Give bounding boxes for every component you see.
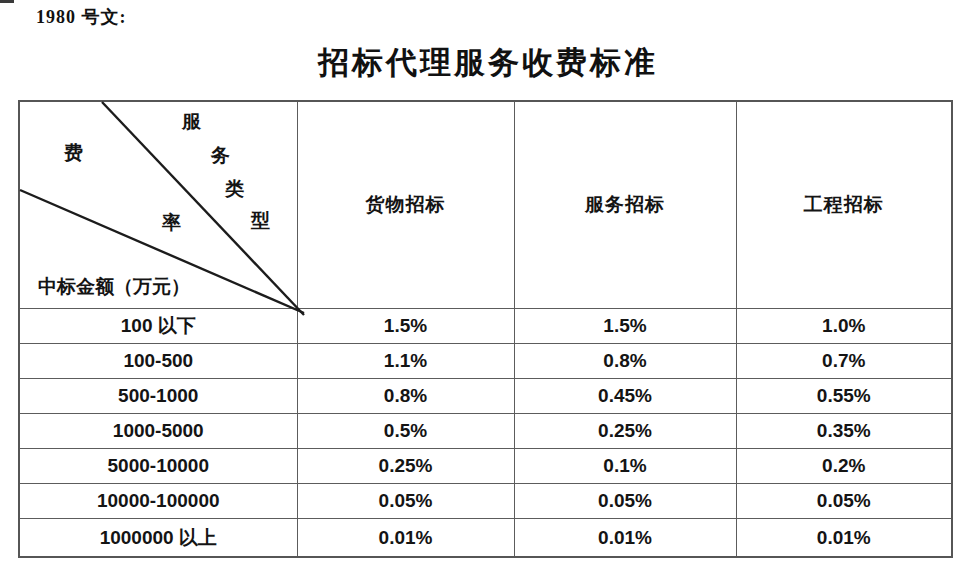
fee-rate-cell: 0.8% <box>297 379 514 414</box>
fee-rate-cell: 1.1% <box>297 344 514 379</box>
table-row: 100-500 1.1% 0.8% 0.7% <box>19 344 952 379</box>
fee-rate-cell: 1.5% <box>514 309 736 344</box>
column-header-works-tender: 工程招标 <box>736 101 952 309</box>
table-row: 1000-5000 0.5% 0.25% 0.35% <box>19 414 952 449</box>
column-header-goods-tender: 货物招标 <box>297 101 514 309</box>
doc-reference: 1980 号文: <box>36 5 127 29</box>
corner-label-service-type-char: 型 <box>251 211 270 230</box>
corner-label-service-type-char: 务 <box>211 146 230 165</box>
table-corner-cell: 服 务 类 型 费 率 中标金额（万元） <box>19 101 297 309</box>
table-row: 100 以下 1.5% 1.5% 1.0% <box>19 309 952 344</box>
fee-rate-cell: 1.5% <box>297 309 514 344</box>
fee-rate-cell: 0.01% <box>736 519 952 558</box>
row-amount-label: 100-500 <box>19 344 297 379</box>
table-row: 10000-100000 0.05% 0.05% 0.05% <box>19 484 952 519</box>
fee-rate-cell: 0.05% <box>297 484 514 519</box>
fee-rate-cell: 0.55% <box>736 379 952 414</box>
fee-rate-cell: 0.7% <box>736 344 952 379</box>
document-page: 1980 号文: 招标代理服务收费标准 服 务 类 型 费 <box>0 0 976 581</box>
fee-rate-cell: 0.01% <box>297 519 514 558</box>
row-amount-label: 5000-10000 <box>19 449 297 484</box>
fee-rate-cell: 0.35% <box>736 414 952 449</box>
corner-label-service-type-char: 类 <box>225 179 244 198</box>
fee-rate-cell: 0.8% <box>514 344 736 379</box>
row-amount-label: 1000-5000 <box>19 414 297 449</box>
corner-label-fee-rate-char: 费 <box>64 143 83 162</box>
corner-label-bid-amount: 中标金额（万元） <box>38 274 190 300</box>
column-header-service-tender: 服务招标 <box>514 101 736 309</box>
fee-rate-cell: 0.2% <box>736 449 952 484</box>
fee-rate-cell: 0.1% <box>514 449 736 484</box>
table-row: 5000-10000 0.25% 0.1% 0.2% <box>19 449 952 484</box>
scan-edge-artifact <box>0 0 14 3</box>
fee-rate-cell: 0.25% <box>297 449 514 484</box>
corner-label-fee-rate-char: 率 <box>162 213 181 232</box>
fee-rate-cell: 0.25% <box>514 414 736 449</box>
page-title: 招标代理服务收费标准 <box>0 42 976 84</box>
fee-rate-cell: 0.05% <box>736 484 952 519</box>
fee-standard-table: 服 务 类 型 费 率 中标金额（万元） 货物招标 服务招标 工程招标 100 … <box>18 100 953 558</box>
fee-rate-cell: 0.01% <box>514 519 736 558</box>
row-amount-label: 1000000 以上 <box>19 519 297 558</box>
row-amount-label: 10000-100000 <box>19 484 297 519</box>
row-amount-label: 500-1000 <box>19 379 297 414</box>
corner-label-service-type-char: 服 <box>182 112 201 131</box>
table-row: 500-1000 0.8% 0.45% 0.55% <box>19 379 952 414</box>
fee-rate-cell: 1.0% <box>736 309 952 344</box>
row-amount-label: 100 以下 <box>19 309 297 344</box>
table-row: 1000000 以上 0.01% 0.01% 0.01% <box>19 519 952 558</box>
fee-rate-cell: 0.45% <box>514 379 736 414</box>
fee-rate-cell: 0.5% <box>297 414 514 449</box>
fee-rate-cell: 0.05% <box>514 484 736 519</box>
table-header-row: 服 务 类 型 费 率 中标金额（万元） 货物招标 服务招标 工程招标 <box>19 101 952 309</box>
